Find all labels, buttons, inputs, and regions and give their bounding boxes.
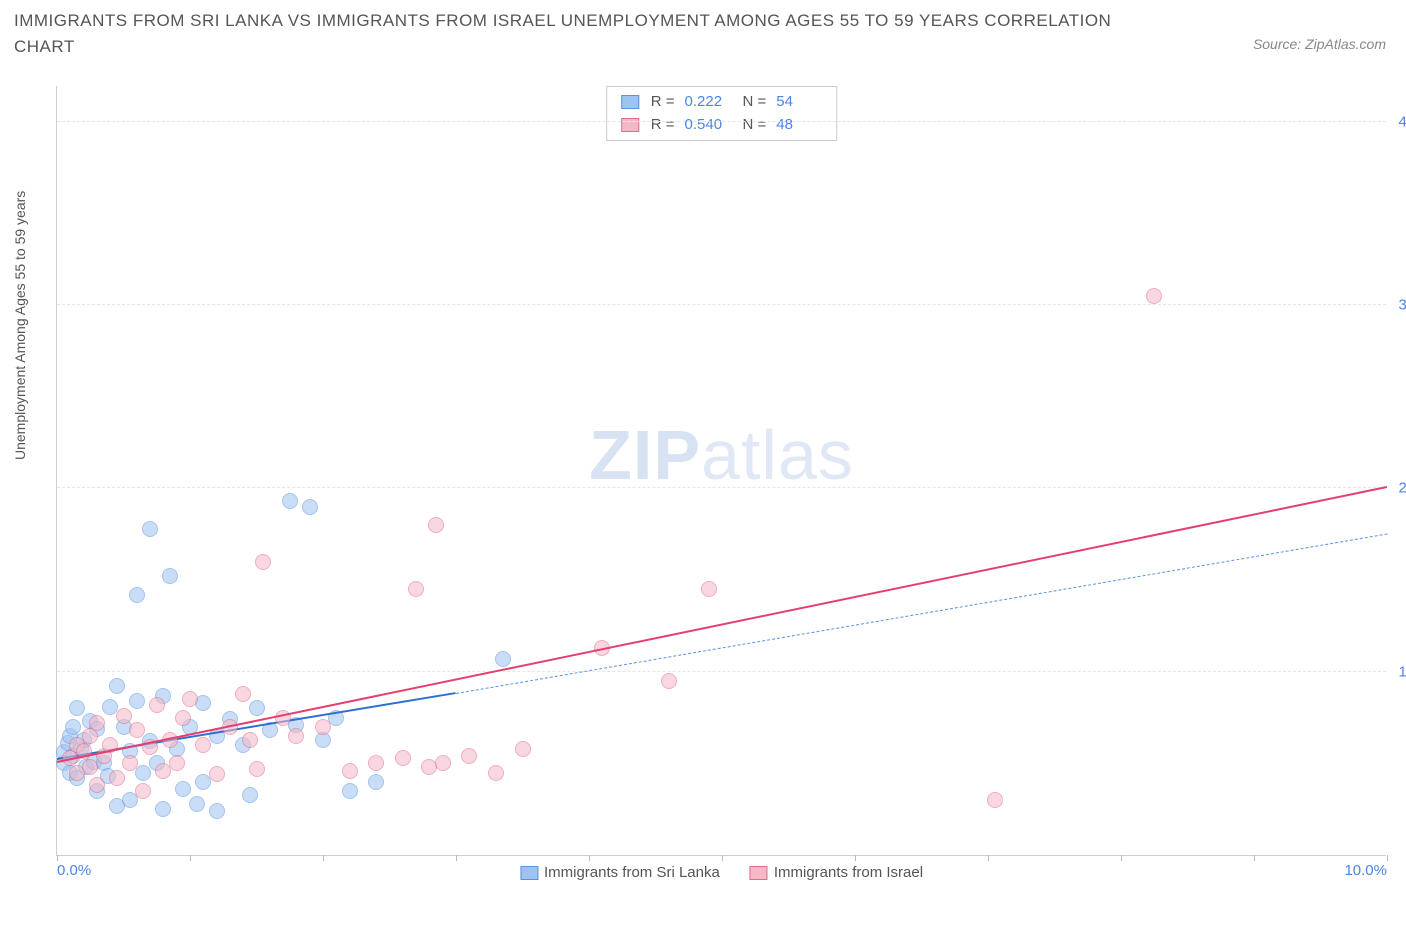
data-point — [461, 748, 477, 764]
data-point — [249, 700, 265, 716]
stats-legend: R = 0.222 N = 54 R = 0.540 N = 48 — [606, 86, 838, 141]
data-point — [155, 801, 171, 817]
gridline — [57, 671, 1386, 672]
y-tick-label: 40.0% — [1398, 113, 1406, 130]
trend-line — [456, 533, 1387, 693]
data-point — [129, 693, 145, 709]
r-value-1: 0.540 — [685, 114, 731, 137]
data-point — [162, 568, 178, 584]
data-point — [235, 686, 251, 702]
source-attribution: Source: ZipAtlas.com — [1253, 36, 1386, 52]
r-label-1: R = — [651, 114, 675, 137]
x-tick — [1254, 855, 1255, 861]
x-tick — [57, 855, 58, 861]
trend-line — [57, 486, 1387, 763]
x-tick — [456, 855, 457, 861]
x-tick — [1121, 855, 1122, 861]
data-point — [488, 765, 504, 781]
data-point — [395, 750, 411, 766]
data-point — [209, 766, 225, 782]
n-value-0: 54 — [776, 91, 822, 114]
data-point — [428, 517, 444, 533]
data-point — [368, 774, 384, 790]
watermark: ZIPatlas — [589, 415, 854, 495]
data-point — [175, 781, 191, 797]
gridline — [57, 487, 1386, 488]
data-point — [242, 732, 258, 748]
data-point — [109, 678, 125, 694]
data-point — [169, 755, 185, 771]
data-point — [82, 759, 98, 775]
data-point — [89, 715, 105, 731]
data-point — [149, 697, 165, 713]
y-tick-label: 10.0% — [1398, 663, 1406, 680]
legend-item-0: Immigrants from Sri Lanka — [520, 864, 720, 881]
data-point — [282, 493, 298, 509]
data-point — [288, 728, 304, 744]
chart-title: IMMIGRANTS FROM SRI LANKA VS IMMIGRANTS … — [14, 8, 1134, 59]
y-axis-label: Unemployment Among Ages 55 to 59 years — [12, 191, 28, 460]
data-point — [195, 737, 211, 753]
legend-label-1: Immigrants from Israel — [774, 864, 923, 881]
x-tick — [855, 855, 856, 861]
x-tick — [190, 855, 191, 861]
data-point — [129, 587, 145, 603]
data-point — [342, 763, 358, 779]
data-point — [302, 499, 318, 515]
watermark-atlas: atlas — [701, 416, 854, 494]
x-tick — [323, 855, 324, 861]
data-point — [69, 700, 85, 716]
x-tick-label: 10.0% — [1344, 862, 1387, 879]
gridline — [57, 121, 1386, 122]
n-value-1: 48 — [776, 114, 822, 137]
legend-label-0: Immigrants from Sri Lanka — [544, 864, 720, 881]
data-point — [315, 719, 331, 735]
data-point — [189, 796, 205, 812]
data-point — [109, 770, 125, 786]
r-value-0: 0.222 — [685, 91, 731, 114]
n-label-0: N = — [743, 91, 767, 114]
scatter-plot-area: ZIPatlas R = 0.222 N = 54 R = 0.540 N = … — [56, 86, 1386, 856]
data-point — [435, 755, 451, 771]
data-point — [129, 722, 145, 738]
r-label-0: R = — [651, 91, 675, 114]
data-point — [408, 581, 424, 597]
data-point — [175, 710, 191, 726]
data-point — [135, 783, 151, 799]
data-point — [89, 777, 105, 793]
data-point — [661, 673, 677, 689]
data-point — [1146, 288, 1162, 304]
swatch-series-0 — [621, 95, 639, 109]
watermark-zip: ZIP — [589, 416, 701, 494]
legend-row-0: R = 0.222 N = 54 — [621, 91, 823, 114]
data-point — [368, 755, 384, 771]
data-point — [342, 783, 358, 799]
y-tick-label: 20.0% — [1398, 480, 1406, 497]
swatch-bottom-1 — [750, 866, 768, 880]
data-point — [242, 787, 258, 803]
data-point — [495, 651, 511, 667]
data-point — [142, 521, 158, 537]
x-tick — [589, 855, 590, 861]
x-tick — [722, 855, 723, 861]
bottom-legend: Immigrants from Sri Lanka Immigrants fro… — [520, 864, 923, 881]
data-point — [122, 755, 138, 771]
data-point — [116, 708, 132, 724]
data-point — [249, 761, 265, 777]
data-point — [182, 691, 198, 707]
n-label-1: N = — [743, 114, 767, 137]
x-tick-label: 0.0% — [57, 862, 91, 879]
data-point — [515, 741, 531, 757]
data-point — [209, 803, 225, 819]
gridline — [57, 304, 1386, 305]
legend-item-1: Immigrants from Israel — [750, 864, 923, 881]
x-tick — [988, 855, 989, 861]
data-point — [701, 581, 717, 597]
swatch-bottom-0 — [520, 866, 538, 880]
data-point — [255, 554, 271, 570]
legend-row-1: R = 0.540 N = 48 — [621, 114, 823, 137]
data-point — [987, 792, 1003, 808]
y-tick-label: 30.0% — [1398, 297, 1406, 314]
x-tick — [1387, 855, 1388, 861]
